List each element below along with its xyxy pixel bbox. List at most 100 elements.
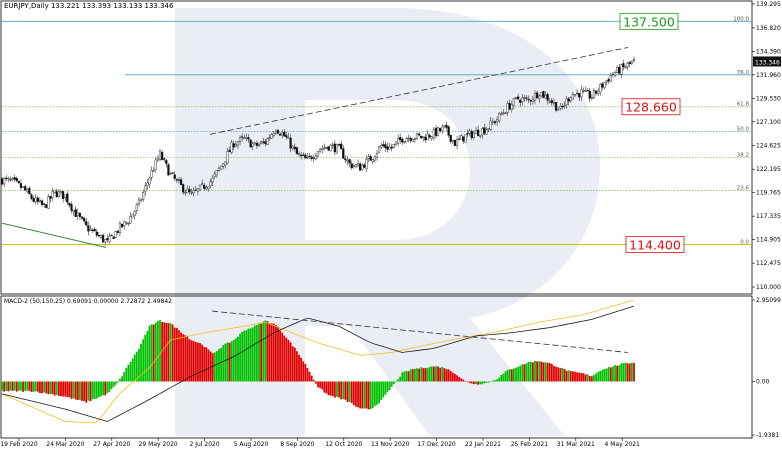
candle bbox=[434, 127, 438, 136]
candle bbox=[382, 144, 385, 147]
macd-histogram-bar bbox=[102, 381, 105, 396]
macd-histogram-bar bbox=[576, 372, 579, 382]
macd-histogram-bar bbox=[26, 381, 29, 391]
macd-histogram-bar bbox=[616, 365, 619, 382]
candle bbox=[458, 138, 461, 140]
macd-histogram-bar bbox=[603, 368, 606, 382]
macd-histogram-bar bbox=[110, 381, 113, 390]
candle bbox=[510, 104, 513, 110]
candle bbox=[28, 188, 31, 195]
macd-histogram-bar bbox=[424, 368, 427, 382]
macd-histogram-bar bbox=[504, 371, 507, 382]
candle bbox=[618, 67, 621, 74]
macd-histogram-bar bbox=[521, 364, 524, 382]
candle bbox=[394, 141, 398, 145]
macd-histogram-bar bbox=[289, 342, 292, 382]
candle bbox=[266, 138, 269, 145]
candle bbox=[304, 154, 307, 159]
candle bbox=[319, 149, 322, 152]
candle bbox=[232, 143, 235, 148]
macd-histogram-bar bbox=[175, 327, 178, 382]
candle bbox=[7, 177, 10, 180]
fib-level-label: 100.0 bbox=[733, 16, 749, 22]
macd-histogram-bar bbox=[287, 339, 290, 382]
macd-histogram-bar bbox=[422, 368, 425, 382]
candle bbox=[550, 100, 553, 104]
candle bbox=[582, 90, 585, 92]
candle bbox=[5, 177, 8, 180]
candle bbox=[163, 158, 166, 160]
macd-histogram-bar bbox=[338, 381, 340, 398]
macd-histogram-bar bbox=[114, 381, 117, 385]
macd-histogram-bar bbox=[138, 348, 140, 382]
macd-histogram-bar bbox=[245, 330, 248, 382]
candle bbox=[260, 141, 263, 144]
candle bbox=[365, 158, 368, 170]
macd-histogram-bar bbox=[32, 381, 35, 392]
macd-histogram-bar bbox=[201, 344, 204, 382]
macd-histogram-bar bbox=[418, 368, 421, 382]
candle bbox=[517, 96, 520, 100]
candle bbox=[209, 181, 212, 187]
candle bbox=[127, 223, 130, 225]
macd-histogram-bar bbox=[131, 358, 134, 382]
candle bbox=[51, 191, 54, 198]
candle bbox=[415, 133, 419, 139]
macd-histogram-bar bbox=[70, 381, 73, 399]
macd-histogram-bar bbox=[593, 374, 595, 382]
candle bbox=[590, 97, 593, 99]
macd-histogram-bar bbox=[329, 381, 332, 396]
price-axis-label: 122.195 bbox=[756, 166, 781, 173]
candle bbox=[190, 192, 193, 194]
macd-histogram-bar bbox=[496, 379, 498, 382]
macd-histogram-bar bbox=[249, 328, 252, 382]
candle bbox=[557, 109, 560, 111]
current-price-tag-bg bbox=[753, 56, 781, 67]
fib-price-box-frame bbox=[625, 236, 685, 253]
candle bbox=[85, 221, 88, 226]
candle bbox=[451, 140, 454, 143]
candle bbox=[403, 141, 406, 143]
fib-level-label: 0.0 bbox=[740, 239, 749, 245]
candle bbox=[125, 221, 128, 224]
candle bbox=[548, 101, 551, 103]
macd-histogram-bar bbox=[630, 362, 633, 382]
candle bbox=[194, 189, 197, 191]
candle bbox=[102, 234, 105, 243]
candle bbox=[112, 236, 115, 239]
candle bbox=[306, 157, 309, 159]
macd-histogram-bar bbox=[22, 381, 24, 392]
macd-histogram-bar bbox=[279, 330, 281, 382]
macd-histogram-bar bbox=[9, 381, 12, 391]
candle bbox=[601, 83, 604, 88]
macd-histogram-bar bbox=[83, 381, 86, 402]
macd-histogram-bar bbox=[386, 381, 389, 392]
candle bbox=[74, 209, 77, 217]
candle bbox=[352, 165, 355, 167]
macd-histogram-bar bbox=[317, 381, 319, 388]
candle bbox=[554, 102, 558, 111]
macd-histogram-bar bbox=[277, 326, 279, 382]
candle bbox=[508, 103, 511, 110]
time-axis-label: 5 Aug 2020 bbox=[234, 441, 269, 448]
candle bbox=[316, 151, 320, 157]
macd-histogram-bar bbox=[380, 381, 383, 401]
candle bbox=[251, 143, 254, 147]
macd-histogram-bar bbox=[266, 321, 269, 382]
macd-histogram-bar bbox=[100, 381, 102, 397]
macd-histogram-bar bbox=[302, 361, 305, 382]
macd-histogram-bar bbox=[346, 381, 349, 403]
candle bbox=[399, 137, 402, 140]
candle bbox=[594, 90, 598, 94]
macd-histogram-bar bbox=[494, 380, 496, 382]
candle bbox=[468, 130, 471, 134]
candle bbox=[66, 193, 69, 203]
macd-histogram-bar bbox=[234, 338, 237, 382]
candle bbox=[373, 156, 376, 161]
candle bbox=[118, 223, 122, 234]
macd-histogram-bar bbox=[405, 371, 408, 382]
candle bbox=[413, 138, 417, 140]
macd-histogram-bar bbox=[197, 342, 199, 382]
macd-histogram-bar bbox=[209, 351, 212, 382]
